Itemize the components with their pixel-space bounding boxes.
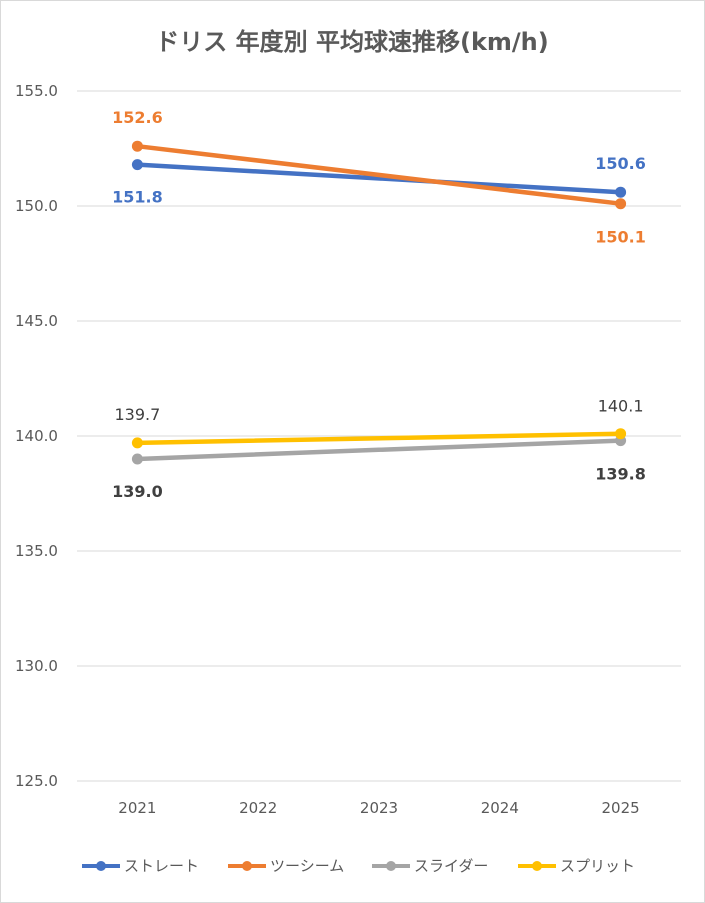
legend-marker-icon xyxy=(242,861,252,871)
legend-label: スプリット xyxy=(560,857,635,875)
series-line xyxy=(135,438,623,462)
data-point xyxy=(131,437,143,449)
legend-marker-icon xyxy=(96,861,106,871)
y-tick-label: 155.0 xyxy=(15,82,58,100)
legend-item: ストレート xyxy=(82,857,199,875)
data-label: 150.1 xyxy=(595,228,646,247)
y-tick-label: 130.0 xyxy=(15,657,58,675)
y-tick-label: 140.0 xyxy=(15,427,58,445)
series-line xyxy=(135,431,623,446)
data-labels: 151.8 150.6 152.6 150.1 139.0 139.8 139.7 140.1 xyxy=(112,108,646,501)
data-point xyxy=(615,198,627,210)
x-tick-label: 2025 xyxy=(602,799,640,817)
data-label: 139.8 xyxy=(595,465,646,484)
data-label: 151.8 xyxy=(112,188,163,207)
x-tick-label: 2023 xyxy=(360,799,398,817)
y-tick-label: 125.0 xyxy=(15,772,58,790)
x-axis-ticks: 2021 2022 2023 2024 2025 xyxy=(118,799,639,817)
legend-marker-icon xyxy=(386,861,396,871)
data-label: 139.0 xyxy=(112,482,163,501)
legend-item: スライダー xyxy=(372,857,488,875)
series-group xyxy=(131,140,627,465)
legend-marker-icon xyxy=(532,861,542,871)
data-label: 152.6 xyxy=(112,108,163,127)
data-point xyxy=(131,140,143,152)
data-point xyxy=(615,428,627,440)
legend-item: スプリット xyxy=(518,857,635,875)
legend-label: ツーシーム xyxy=(270,857,344,875)
legend-label: ストレート xyxy=(124,857,199,875)
data-label: 140.1 xyxy=(598,397,644,416)
legend-item: ツーシーム xyxy=(228,857,344,875)
series-line xyxy=(135,143,623,206)
legend-label: スライダー xyxy=(414,857,488,875)
data-label: 150.6 xyxy=(595,154,646,173)
legend: ストレート ツーシーム スライダー スプリット xyxy=(82,857,635,875)
gridlines xyxy=(77,90,681,782)
x-tick-label: 2022 xyxy=(239,799,277,817)
data-point xyxy=(131,159,143,171)
y-axis-ticks: 125.0 130.0 135.0 140.0 145.0 150.0 155.0 xyxy=(15,82,58,790)
data-point xyxy=(131,453,143,465)
chart-title: ドリス 年度別 平均球速推移(km/h) xyxy=(155,28,548,56)
x-tick-label: 2021 xyxy=(118,799,156,817)
series-line xyxy=(135,162,623,195)
x-tick-label: 2024 xyxy=(481,799,519,817)
y-tick-label: 145.0 xyxy=(15,312,58,330)
data-label: 139.7 xyxy=(114,405,160,424)
y-tick-label: 150.0 xyxy=(15,197,58,215)
y-tick-label: 135.0 xyxy=(15,542,58,560)
data-point xyxy=(615,186,627,198)
